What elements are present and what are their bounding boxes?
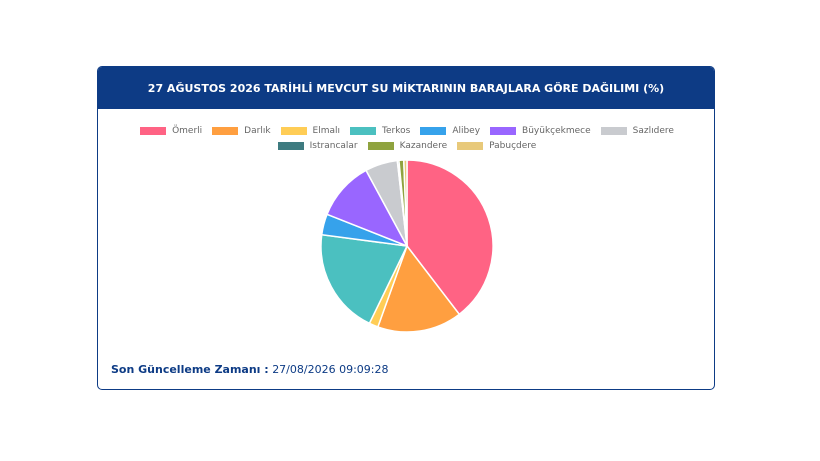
footer: Son Güncelleme Zamanı : 27/08/2026 09:09…: [111, 363, 389, 376]
legend-item: Elmalı: [280, 126, 341, 136]
legend-item: Pabuçdere: [457, 141, 536, 151]
chart: [320, 159, 494, 333]
legend-label: Kazandere: [399, 141, 448, 151]
legend-swatch: [457, 142, 484, 150]
legend-item: Istrancalar: [277, 141, 358, 151]
legend-item: Sazlıdere: [600, 126, 674, 136]
legend-swatch: [490, 127, 517, 135]
legend-swatch: [600, 127, 627, 135]
chart-title: 27 AĞUSTOS 2026 TARİHLİ MEVCUT SU MİKTAR…: [147, 81, 665, 95]
legend-swatch: [212, 127, 239, 135]
legend-item: Alibey: [420, 126, 480, 136]
legend-label: Alibey: [452, 126, 481, 136]
legend-swatch: [350, 127, 377, 135]
footer-value: 27/08/2026 09:09:28: [272, 363, 389, 376]
legend-item: Terkos: [350, 126, 410, 136]
legend-swatch: [280, 127, 307, 135]
legend: Ömerli Darlık Elmalı Terkos Alibey Büyükçekme…: [118, 126, 696, 151]
legend-swatch: [277, 142, 304, 150]
pie-slice: [376, 244, 461, 333]
pie-slice: [402, 159, 408, 247]
legend-label: Ömerli: [172, 126, 203, 136]
legend-label: Terkos: [382, 126, 411, 136]
footer-label: Son Güncelleme Zamanı :: [111, 363, 269, 376]
legend-label: Büyükçekmece: [522, 126, 591, 136]
legend-label: Pabuçdere: [489, 141, 537, 151]
pie-slice: [406, 159, 494, 316]
legend-item: Kazandere: [367, 141, 448, 151]
card-header: 27 AĞUSTOS 2026 TARİHLİ MEVCUT SU MİKTAR…: [98, 67, 714, 109]
legend-label: Sazlıdere: [632, 126, 674, 136]
pie-slice: [320, 233, 409, 325]
legend-swatch: [140, 127, 167, 135]
legend-label: Darlık: [244, 126, 271, 136]
legend-swatch: [367, 142, 394, 150]
legend-item: Ömerli: [140, 126, 202, 136]
legend-swatch: [420, 127, 447, 135]
legend-item: Büyükçekmece: [490, 126, 591, 136]
card: 27 AĞUSTOS 2026 TARİHLİ MEVCUT SU MİKTAR…: [97, 66, 715, 390]
legend-label: Elmalı: [312, 126, 341, 136]
legend-label: Istrancalar: [309, 141, 358, 151]
legend-item: Darlık: [212, 126, 271, 136]
